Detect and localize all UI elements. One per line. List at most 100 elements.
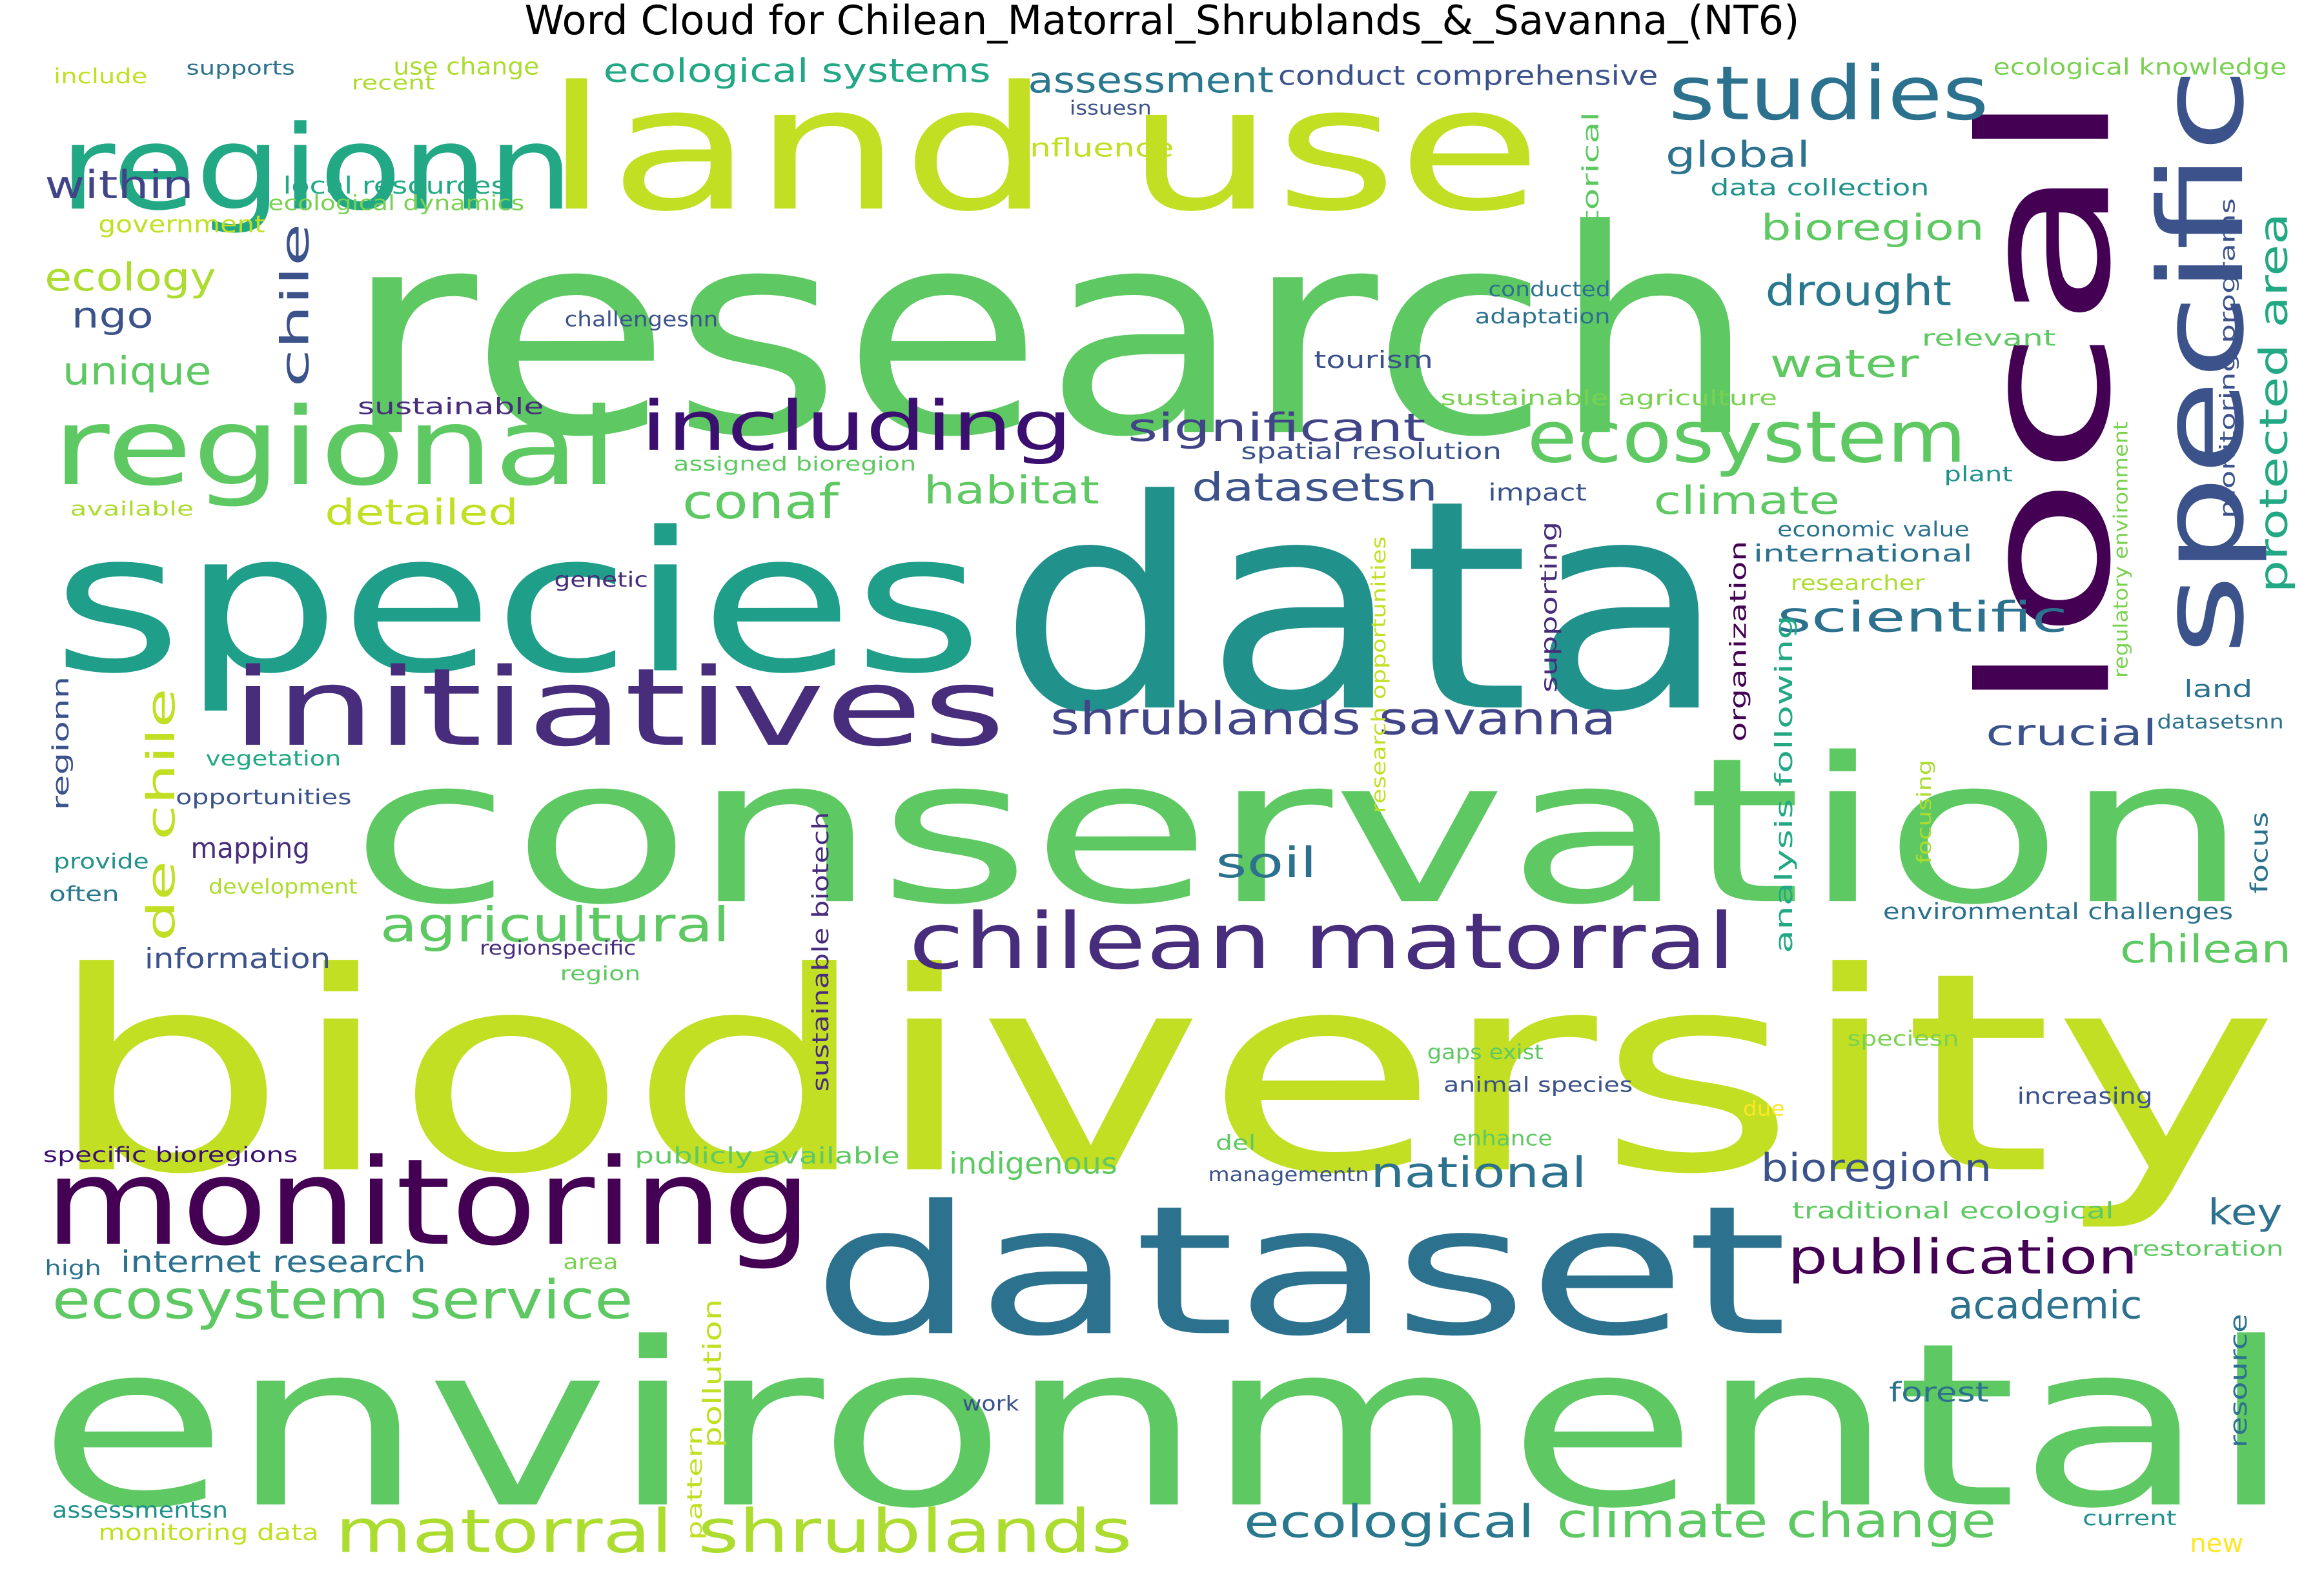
word-land: land bbox=[2184, 675, 2252, 703]
word-sustainable-biotech: sustainable biotech bbox=[808, 812, 834, 1092]
word-monitoring-data: monitoring data bbox=[98, 1520, 319, 1546]
word-often: often bbox=[49, 882, 119, 906]
word-influence: influence bbox=[1021, 134, 1174, 163]
word-area: area bbox=[563, 1250, 618, 1274]
word-de-chile: de chile bbox=[139, 688, 184, 941]
word-land-use: land use bbox=[544, 50, 1542, 249]
word-academic: academic bbox=[1948, 1283, 2142, 1328]
word-bioregion: bioregion bbox=[1761, 208, 1984, 249]
word-vegetation: vegetation bbox=[205, 746, 341, 771]
word-available: available bbox=[70, 498, 194, 520]
word-local-resources: local resources bbox=[283, 172, 506, 199]
word-conservation: conservation bbox=[350, 715, 2249, 949]
word-matorral-shrublands: matorral shrublands bbox=[335, 1497, 1132, 1567]
word-include: include bbox=[54, 64, 147, 88]
word-initiatives: initiatives bbox=[231, 646, 1006, 771]
word-current: current bbox=[2083, 1506, 2176, 1530]
word-including: including bbox=[640, 387, 1072, 467]
word-work: work bbox=[963, 1391, 1019, 1415]
word-data-collection: data collection bbox=[1710, 175, 1929, 201]
word-due: due bbox=[1743, 1096, 1785, 1121]
word-shrublands-savanna: shrublands savanna bbox=[1050, 694, 1616, 745]
word-scientific: scientific bbox=[1777, 593, 2068, 642]
word-regionn: regionn bbox=[59, 101, 573, 236]
word-plant: plant bbox=[1944, 461, 2013, 486]
word-chile: chile bbox=[273, 223, 318, 387]
word-crucial: crucial bbox=[1986, 713, 2157, 754]
word-protected-area: protected area bbox=[2251, 213, 2296, 593]
word-international: international bbox=[1753, 540, 1972, 567]
word-development: development bbox=[209, 875, 358, 899]
word-specific: specific bbox=[2135, 67, 2270, 656]
word-economic-value: economic value bbox=[1777, 517, 1970, 542]
word-issuesn: issuesn bbox=[1070, 97, 1152, 120]
word-challengesnn: challengesnn bbox=[565, 307, 719, 331]
word-regionspecific: regionspecific bbox=[480, 937, 636, 960]
word-regionn: regionn bbox=[48, 676, 74, 811]
word-traditional-ecological: traditional ecological bbox=[1792, 1199, 2114, 1224]
word-data: data bbox=[998, 438, 1728, 776]
word-species: species bbox=[52, 491, 983, 716]
word-water: water bbox=[1770, 341, 1919, 387]
word-supporting: supporting bbox=[1537, 522, 1563, 693]
word-gaps-exist: gaps exist bbox=[1427, 1040, 1544, 1064]
word-forest: forest bbox=[1889, 1377, 1989, 1408]
word-focus: focus bbox=[2245, 812, 2273, 894]
word-ecosystem: ecosystem bbox=[1527, 396, 1966, 479]
word-spatial-resolution: spatial resolution bbox=[1241, 439, 1502, 465]
word-managementn: managementn bbox=[1208, 1164, 1369, 1186]
word-focusing: focusing bbox=[1913, 760, 1936, 864]
word-datasetsn: datasetsn bbox=[1192, 465, 1438, 510]
word-conaf: conaf bbox=[682, 474, 841, 530]
word-national: national bbox=[1371, 1149, 1587, 1197]
word-internet-research: internet research bbox=[121, 1244, 426, 1279]
word-recent: recent bbox=[352, 72, 436, 94]
word-detailed: detailed bbox=[325, 492, 518, 533]
word-opportunities: opportunities bbox=[176, 785, 351, 809]
word-chilean-matorral: chilean matorral bbox=[909, 897, 1736, 987]
word-ecosystem-service: ecosystem service bbox=[52, 1268, 633, 1331]
word-resource: resource bbox=[2225, 1313, 2252, 1448]
word-monitoring: monitoring bbox=[45, 1133, 811, 1272]
word-use-change: use change bbox=[393, 52, 539, 80]
word-ecological-knowledge: ecological knowledge bbox=[1993, 54, 2287, 80]
word-assessmentsn: assessmentsn bbox=[52, 1498, 228, 1524]
word-indigenous: indigenous bbox=[949, 1146, 1117, 1181]
page-title: Word Cloud for Chilean_Matorral_Shrublan… bbox=[524, 0, 1800, 45]
word-specific-bioregions: specific bioregions bbox=[43, 1142, 298, 1167]
word-regional: regional bbox=[52, 385, 618, 510]
word-animal-species: animal species bbox=[1443, 1073, 1633, 1097]
word-research-opportunities: research opportunities bbox=[1368, 536, 1391, 813]
word-global: global bbox=[1666, 134, 1810, 176]
word-historical: historical bbox=[1578, 112, 1604, 276]
word-drought: drought bbox=[1766, 267, 1952, 316]
word-soil: soil bbox=[1216, 839, 1317, 887]
word-assigned-bioregion: assigned bioregion bbox=[673, 453, 916, 476]
word-local: local bbox=[1942, 89, 2150, 715]
word-regulatory-environment: regulatory environment bbox=[2110, 421, 2132, 678]
word-high: high bbox=[45, 1255, 101, 1280]
word-tourism: tourism bbox=[1314, 346, 1433, 374]
word-ngo: ngo bbox=[72, 296, 154, 337]
word-enhance: enhance bbox=[1452, 1126, 1553, 1151]
word-speciesn: speciesn bbox=[1848, 1026, 1959, 1051]
word-pollution: pollution bbox=[698, 1299, 728, 1448]
word-assessment: assessment bbox=[1028, 60, 1274, 101]
word-unique: unique bbox=[63, 349, 212, 394]
word-del: del bbox=[1216, 1131, 1256, 1155]
word-provide: provide bbox=[54, 849, 149, 873]
word-region: region bbox=[560, 962, 641, 985]
word-supports: supports bbox=[186, 57, 294, 79]
word-publication: publication bbox=[1788, 1230, 2137, 1285]
word-restoration: restoration bbox=[2132, 1236, 2283, 1261]
word-environmental: environmental bbox=[37, 1294, 2294, 1558]
word-habitat: habitat bbox=[924, 468, 1099, 513]
word-sustainable: sustainable bbox=[358, 394, 544, 420]
word-bioregionn: bioregionn bbox=[1761, 1146, 1992, 1191]
word-within: within bbox=[45, 163, 194, 208]
word-research: research bbox=[343, 170, 1758, 499]
word-agricultural: agricultural bbox=[380, 897, 729, 953]
word-ecological-systems: ecological systems bbox=[604, 52, 991, 90]
